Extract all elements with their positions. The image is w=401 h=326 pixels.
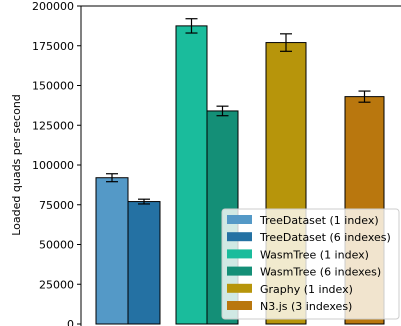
legend-entry: TreeDataset (6 indexes) [227,231,391,244]
legend-entry: WasmTree (6 indexes) [227,266,381,279]
error-bar-1 [138,198,150,205]
legend-entry: Graphy (1 index) [227,283,353,296]
error-bar-5 [358,90,371,103]
y-ticks-layer: 0 25000 50000 75000 100000 125000 150000 175000… [32,0,81,326]
legend-label: WasmTree (1 index) [260,248,369,261]
legend-label: TreeDataset (6 indexes) [259,231,391,244]
legend-label: Graphy (1 index) [260,283,353,296]
y-tick-label: 150000 [32,80,74,93]
error-bar-4 [280,33,292,52]
bar-2 [175,25,208,325]
legend-entry: TreeDataset (1 index) [227,214,379,227]
y-tick-label: 25000 [39,278,74,291]
legend-label: TreeDataset (1 index) [259,214,379,227]
y-axis-title: Loaded quads per second [10,94,23,236]
legend: TreeDataset (1 index) TreeDataset (6 inde… [221,208,400,320]
legend-swatch [227,301,252,310]
legend-swatch [227,215,252,224]
legend-entry: N3.js (3 indexes) [227,300,352,313]
legend-label: N3.js (3 indexes) [260,300,352,313]
legend-swatch [227,232,252,242]
legend-box [221,208,400,320]
bar-1 [127,201,161,325]
legend-swatch [227,249,252,259]
y-tick-label: 75000 [39,199,74,212]
legend-swatch [227,283,252,293]
error-bar-0 [106,173,118,183]
error-bars-layer [106,18,371,205]
axes-layer [80,5,401,326]
legend-swatch [227,266,252,276]
legend-label: WasmTree (6 indexes) [260,266,381,279]
y-tick-label: 50000 [39,239,74,252]
y-tick-label: 200000 [32,0,74,13]
bar-0 [95,177,129,325]
error-bar-2 [185,18,198,34]
y-tick-label: 125000 [32,119,74,132]
y-tick-label: 0 [67,318,74,326]
error-bar-3 [216,105,229,117]
y-tick-label: 100000 [32,159,74,172]
legend-entry: WasmTree (1 index) [227,248,369,261]
y-tick-label: 175000 [32,40,74,53]
